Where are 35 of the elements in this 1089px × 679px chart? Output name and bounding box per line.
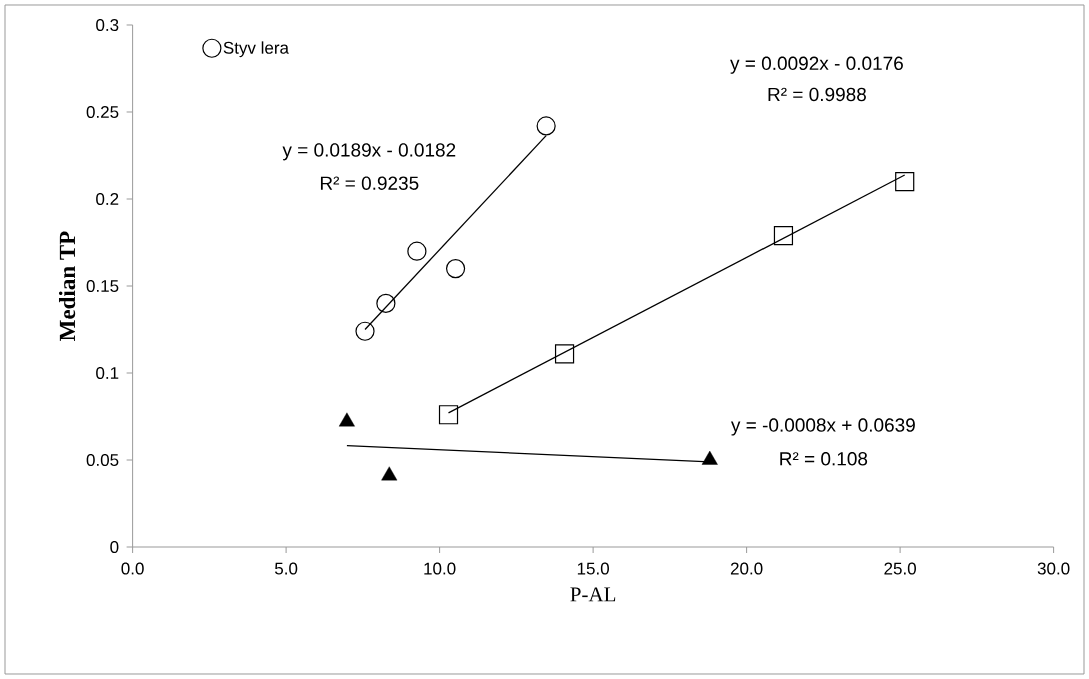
y-tick-label: 0 bbox=[110, 540, 119, 554]
y-tick-label: 0.15 bbox=[86, 279, 119, 293]
x-tick-label: 5.0 bbox=[274, 562, 298, 575]
annotation: y = 0.0189x - 0.0182 bbox=[282, 143, 456, 161]
point bbox=[536, 116, 556, 136]
x-tick-label: 15.0 bbox=[577, 562, 609, 575]
annotation: R² = 0.108 bbox=[780, 452, 868, 466]
point bbox=[338, 412, 355, 427]
x-tick-label: 10.0 bbox=[424, 562, 456, 575]
point bbox=[381, 466, 398, 481]
x-tick-label: 25.0 bbox=[884, 562, 916, 575]
y-axis-title: Median TP bbox=[58, 231, 76, 341]
point bbox=[445, 259, 466, 279]
x-tick-label: 0.0 bbox=[121, 562, 144, 575]
y-tick-label: 0.2 bbox=[96, 192, 119, 206]
point bbox=[355, 321, 375, 341]
point bbox=[701, 450, 718, 465]
annotation: R² = 0.9235 bbox=[320, 176, 419, 190]
y-tick-label: 0.3 bbox=[96, 18, 119, 32]
annotation: R² = 0.9988 bbox=[768, 87, 866, 102]
annotation: y = -0.0008x + 0.0639 bbox=[730, 418, 915, 436]
legend-label: Styv lera bbox=[223, 41, 289, 58]
x-axis-title: P-AL bbox=[570, 587, 616, 602]
annotation: y = 0.0092x - 0.0176 bbox=[730, 56, 903, 74]
y-tick-label: 0.1 bbox=[96, 366, 119, 380]
point bbox=[895, 172, 915, 192]
y-tick-label: 0.05 bbox=[86, 453, 119, 467]
point bbox=[554, 344, 575, 364]
y-tick-label: 0.25 bbox=[86, 105, 119, 119]
point bbox=[773, 225, 794, 246]
point bbox=[438, 405, 459, 425]
x-tick-label: 20.0 bbox=[730, 562, 763, 575]
x-tick-label: 30.0 bbox=[1037, 562, 1070, 575]
point bbox=[407, 241, 427, 261]
point bbox=[376, 293, 396, 313]
